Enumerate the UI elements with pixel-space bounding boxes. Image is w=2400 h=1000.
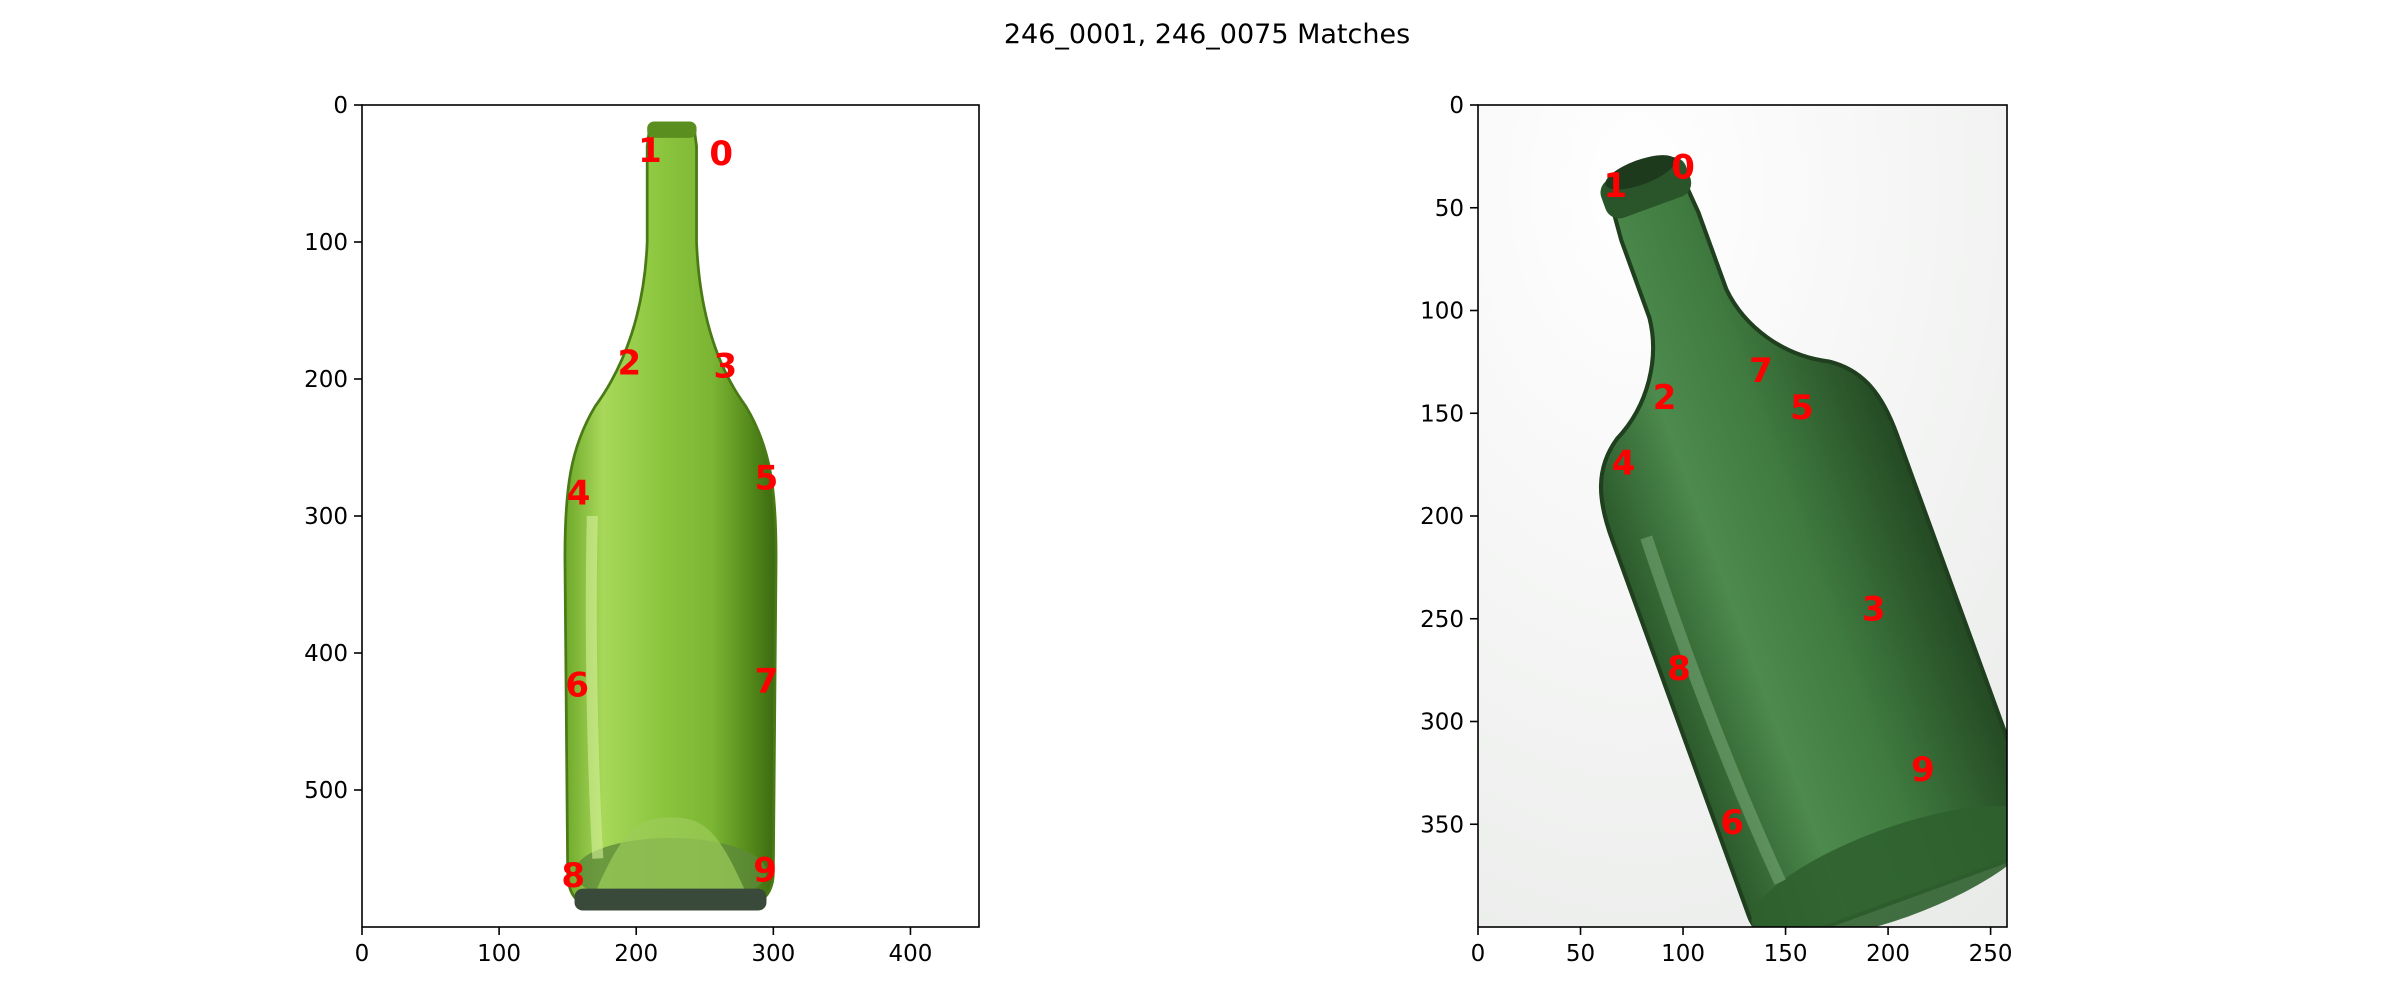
left-ytick-label-4: 400 xyxy=(304,641,348,667)
right-ytick-label-2: 100 xyxy=(1420,299,1464,325)
right-xtick-label-3: 150 xyxy=(1764,941,1808,967)
right-bottle-highlight xyxy=(1640,535,1786,885)
left-bottle-lip xyxy=(647,121,697,138)
left-xtick-label-3: 300 xyxy=(751,941,795,967)
right-keypoint-8: 8 xyxy=(1667,649,1691,689)
right-xtick-label-2: 100 xyxy=(1661,941,1705,967)
left-bottle-image xyxy=(563,121,778,911)
left-keypoints: 0 1 2 3 4 5 6 7 8 9 xyxy=(561,131,778,896)
left-xtick-label-0: 0 xyxy=(355,941,370,967)
left-xtick-label-2: 200 xyxy=(614,941,658,967)
right-ytick-label-5: 250 xyxy=(1420,607,1464,633)
left-ticks: 0 100 200 300 400 0 100 200 300 400 500 xyxy=(304,93,932,967)
left-keypoint-5: 5 xyxy=(755,459,779,499)
left-keypoint-2: 2 xyxy=(618,344,642,384)
left-keypoint-6: 6 xyxy=(565,666,589,706)
left-xtick-label-1: 100 xyxy=(477,941,521,967)
right-ytick-label-7: 350 xyxy=(1420,812,1464,838)
left-bottle-highlight xyxy=(585,515,604,859)
right-xtick-label-0: 0 xyxy=(1471,941,1486,967)
right-keypoints: 0 1 2 3 4 5 6 7 8 9 xyxy=(1604,148,1935,844)
right-bottle-lip xyxy=(1600,156,1692,219)
right-keypoint-5: 5 xyxy=(1790,388,1814,428)
right-ytick-label-3: 150 xyxy=(1420,401,1464,427)
right-xtick-label-5: 250 xyxy=(1969,941,2013,967)
left-keypoint-9: 9 xyxy=(753,850,777,890)
right-xtick-label-4: 200 xyxy=(1866,941,1910,967)
left-ytick-label-1: 100 xyxy=(304,230,348,256)
right-ytick-label-6: 300 xyxy=(1420,710,1464,736)
right-keypoint-6: 6 xyxy=(1720,803,1744,843)
left-keypoint-0: 0 xyxy=(709,134,733,174)
left-ytick-label-2: 200 xyxy=(304,367,348,393)
left-keypoint-7: 7 xyxy=(755,661,779,701)
right-keypoint-4: 4 xyxy=(1612,444,1636,484)
right-ytick-label-4: 200 xyxy=(1420,504,1464,530)
right-ytick-label-1: 50 xyxy=(1435,196,1464,222)
right-ytick-label-0: 0 xyxy=(1449,93,1464,119)
left-bottle-punt-dome xyxy=(595,817,746,893)
figure-title: 246_0001, 246_0075 Matches xyxy=(1004,19,1410,50)
left-keypoint-1: 1 xyxy=(638,131,662,171)
left-ytick-label-3: 300 xyxy=(304,504,348,530)
right-bottle-image xyxy=(1598,155,2007,927)
right-xtick-label-1: 50 xyxy=(1566,941,1595,967)
left-keypoint-3: 3 xyxy=(714,346,738,386)
right-keypoint-2: 2 xyxy=(1653,378,1677,418)
left-keypoint-4: 4 xyxy=(567,474,591,514)
right-keypoint-1: 1 xyxy=(1604,166,1628,206)
left-axes: 0 100 200 300 400 0 100 200 300 400 500 0 1 2 3 4 5 6 7 8 9 xyxy=(304,93,980,967)
right-keypoint-7: 7 xyxy=(1749,351,1773,391)
left-keypoint-8: 8 xyxy=(561,856,585,896)
right-bottle-bottom xyxy=(1751,806,2007,927)
right-axes: 0 50 100 150 200 250 0 50 100 150 200 250 300 350 0 1 2… xyxy=(1420,93,2012,967)
right-bottle-mouth xyxy=(1605,155,1676,190)
left-xtick-label-4: 400 xyxy=(888,941,932,967)
left-bottle-base xyxy=(574,888,767,911)
left-ytick-label-0: 0 xyxy=(333,93,348,119)
right-keypoint-9: 9 xyxy=(1911,750,1935,790)
right-keypoint-3: 3 xyxy=(1862,589,1886,629)
left-ytick-label-5: 500 xyxy=(304,778,348,804)
right-keypoint-0: 0 xyxy=(1671,148,1695,188)
